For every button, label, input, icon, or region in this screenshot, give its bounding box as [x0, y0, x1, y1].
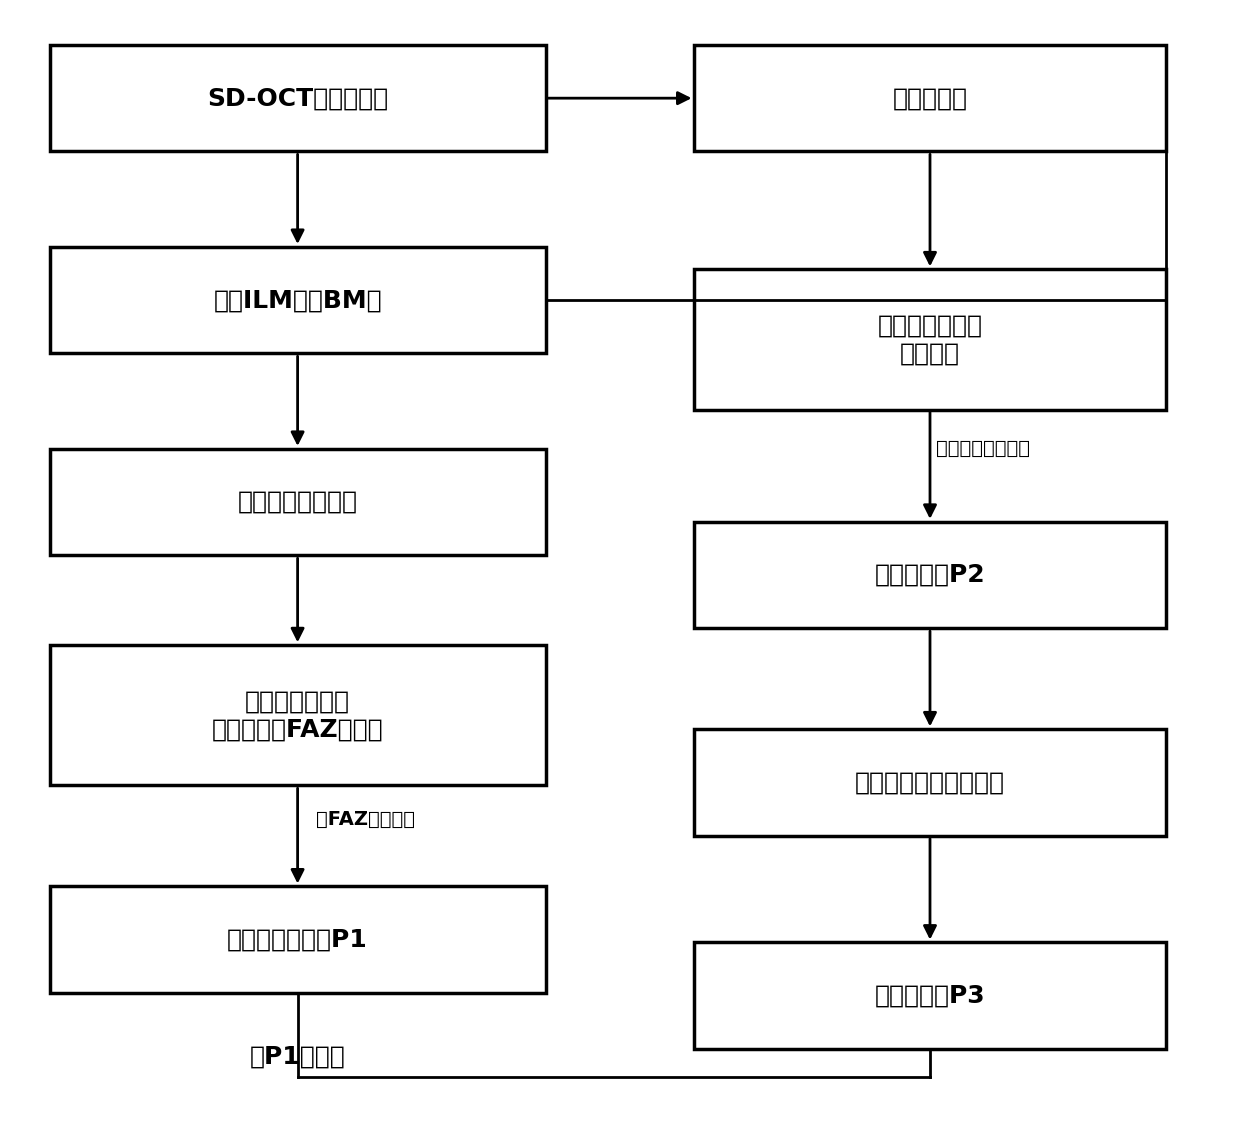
Text: 求FAZ几何中心: 求FAZ几何中心 — [316, 810, 415, 828]
Bar — [50, 886, 546, 993]
Bar — [694, 269, 1166, 410]
Text: 随机森林分类器
无血管区（FAZ）分割: 随机森林分类器 无血管区（FAZ）分割 — [212, 689, 383, 742]
Text: 逐列提取像素特征: 逐列提取像素特征 — [238, 490, 357, 514]
Text: 厚度图最小值位置: 厚度图最小值位置 — [936, 440, 1030, 458]
Bar — [50, 45, 546, 151]
Text: 定位中央凹高反射亮点: 定位中央凹高反射亮点 — [856, 771, 1004, 794]
Bar — [694, 522, 1166, 628]
Bar — [50, 449, 546, 555]
Text: 中央凹中心P2: 中央凹中心P2 — [874, 563, 986, 587]
Text: 生成厚度图: 生成厚度图 — [893, 86, 967, 110]
Text: 分割ILM层和BM层: 分割ILM层和BM层 — [213, 288, 382, 312]
Text: 粗略中央凹中心P1: 粗略中央凹中心P1 — [227, 928, 368, 951]
Bar — [694, 729, 1166, 836]
Bar — [50, 645, 546, 785]
Bar — [694, 45, 1166, 151]
Bar — [50, 247, 546, 353]
Text: 随机森林分类器
凹陷检测: 随机森林分类器 凹陷检测 — [878, 313, 982, 366]
Text: 中央凹中心P3: 中央凹中心P3 — [874, 984, 986, 1008]
Text: 以P1为中心: 以P1为中心 — [249, 1045, 346, 1069]
Bar — [694, 942, 1166, 1049]
Text: SD-OCT视网膜图像: SD-OCT视网膜图像 — [207, 86, 388, 110]
